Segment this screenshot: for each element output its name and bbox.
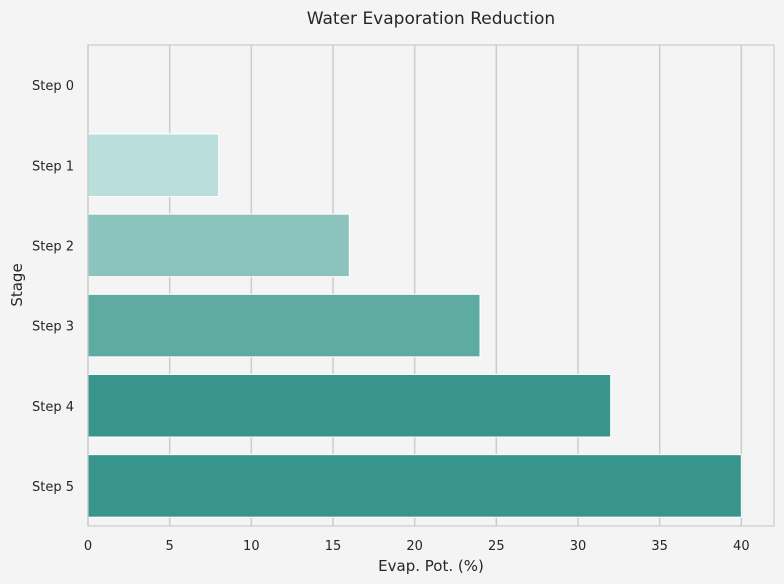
chart-title: Water Evaporation Reduction xyxy=(307,9,555,29)
grid-lines xyxy=(87,45,743,526)
x-tick-labels: 0 5 10 15 20 25 30 35 40 xyxy=(84,539,750,554)
x-tick-label: 15 xyxy=(325,539,342,554)
x-tick-label: 0 xyxy=(84,539,92,554)
x-tick-label: 10 xyxy=(243,539,260,554)
plot-frame xyxy=(87,44,775,527)
x-tick-label: 30 xyxy=(570,539,587,554)
x-tick-label: 20 xyxy=(406,539,423,554)
bar-step-4 xyxy=(87,373,612,438)
x-tick-label: 25 xyxy=(488,539,505,554)
y-tick-label: Step 3 xyxy=(32,320,74,335)
y-tick-label: Step 0 xyxy=(32,79,74,94)
y-tick-label: Step 4 xyxy=(32,400,74,415)
bars xyxy=(87,133,742,518)
y-tick-label: Step 2 xyxy=(32,239,74,254)
x-tick-label: 35 xyxy=(651,539,668,554)
x-axis-label: Evap. Pot. (%) xyxy=(378,557,484,575)
bar-step-3 xyxy=(87,293,481,358)
y-tick-labels: Step 0 Step 1 Step 2 Step 3 Step 4 Step 5 xyxy=(32,79,74,495)
bar-step-1 xyxy=(87,133,220,198)
y-axis-label: Stage xyxy=(8,263,26,306)
y-tick-label: Step 5 xyxy=(32,480,74,495)
y-tick-label: Step 1 xyxy=(32,159,74,174)
bar-step-5 xyxy=(87,454,742,518)
x-tick-label: 40 xyxy=(733,539,750,554)
bar-step-2 xyxy=(87,213,350,278)
x-tick-label: 5 xyxy=(166,539,174,554)
